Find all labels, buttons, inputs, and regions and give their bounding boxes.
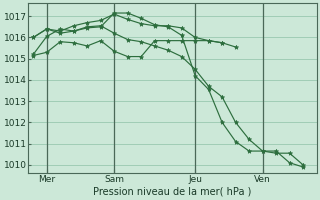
X-axis label: Pression niveau de la mer( hPa ): Pression niveau de la mer( hPa ) [93, 187, 252, 197]
